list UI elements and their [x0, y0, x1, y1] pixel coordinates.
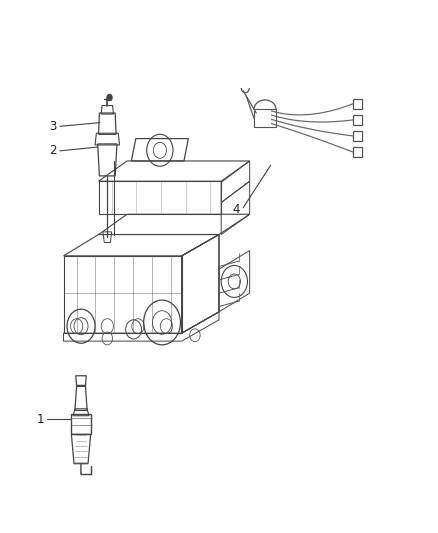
Text: 1: 1: [36, 413, 44, 426]
Text: 2: 2: [49, 144, 57, 157]
Text: 3: 3: [49, 120, 57, 133]
Bar: [353, 131, 362, 141]
Bar: [353, 99, 362, 109]
Bar: [353, 147, 362, 157]
Circle shape: [107, 94, 112, 101]
Bar: [353, 115, 362, 125]
Text: 4: 4: [233, 203, 240, 216]
